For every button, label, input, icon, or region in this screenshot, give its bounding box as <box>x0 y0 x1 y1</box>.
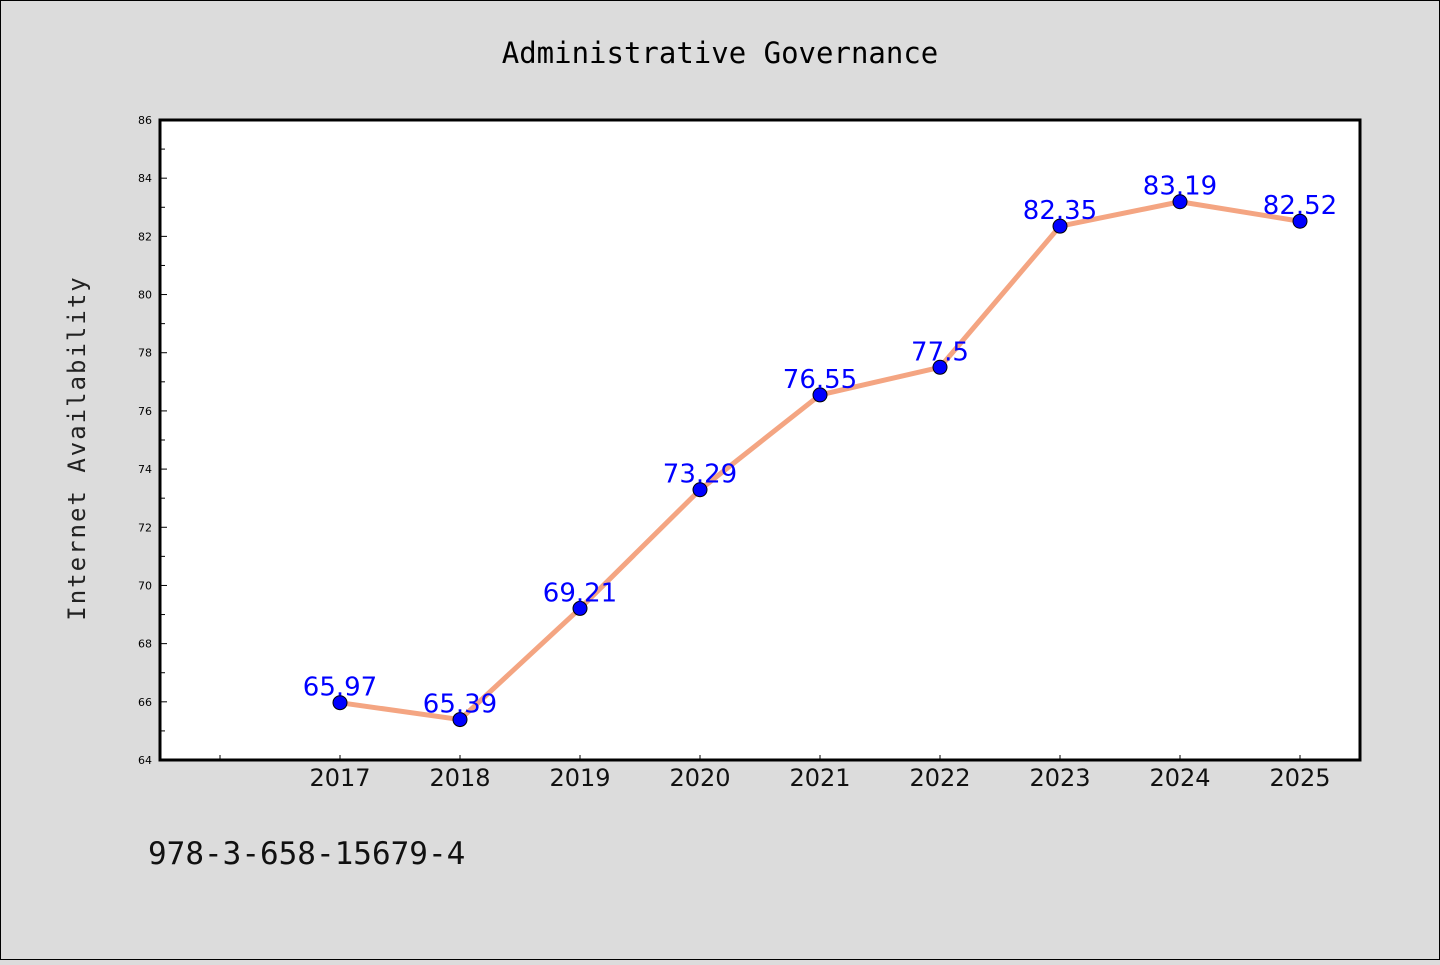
data-point-marker <box>1052 218 1068 234</box>
y-tick-label: 66 <box>138 696 152 709</box>
y-tick-label: 82 <box>138 230 152 243</box>
data-label: 82.52 <box>1263 191 1337 221</box>
data-label: 65.97 <box>303 673 377 703</box>
data-point-marker <box>812 387 828 403</box>
y-axis-ticks: 64 66 68 70 72 74 76 78 80 82 84 86 <box>138 114 167 767</box>
chart-title: Administrative Governance <box>502 36 939 70</box>
y-tick-label: 74 <box>138 463 152 476</box>
x-tick-label: 2019 <box>549 764 610 792</box>
x-tick-label: 2025 <box>1269 764 1330 792</box>
x-tick-label: 2017 <box>309 764 370 792</box>
y-tick-label: 80 <box>138 289 152 302</box>
y-tick-label: 78 <box>138 347 152 360</box>
data-point-marker <box>572 600 588 616</box>
y-axis-label: Internet Availability <box>63 275 91 620</box>
data-point-marker <box>452 712 468 728</box>
data-label: 69.21 <box>543 578 617 608</box>
y-tick-label: 64 <box>138 754 152 767</box>
footer-text: 978-3-658-15679-4 <box>148 836 465 872</box>
data-label: 83.19 <box>1143 172 1217 202</box>
x-tick-label: 2022 <box>909 764 970 792</box>
x-tick-label: 2024 <box>1149 764 1210 792</box>
data-point-marker <box>692 482 708 498</box>
x-tick-label: 2018 <box>429 764 490 792</box>
data-label: 82.35 <box>1023 196 1097 226</box>
data-label: 77.5 <box>911 337 969 367</box>
y-tick-label: 76 <box>138 405 152 418</box>
y-tick-label: 86 <box>138 114 152 127</box>
data-point-marker <box>932 359 948 375</box>
x-axis-ticks: 2017 2018 2019 2020 2021 2022 2023 2024 2025 <box>219 755 1331 792</box>
data-label: 73.29 <box>663 460 737 490</box>
x-tick-label: 2020 <box>669 764 730 792</box>
y-tick-label: 68 <box>138 638 152 651</box>
data-point-marker <box>332 695 348 711</box>
y-tick-label: 70 <box>138 579 152 592</box>
data-labels: 65.97 65.39 69.21 73.29 76.55 77.5 82.35 83.19 8… <box>303 172 1337 720</box>
data-point-marker <box>1172 194 1188 210</box>
y-tick-label: 72 <box>138 521 152 534</box>
data-label: 65.39 <box>423 690 497 720</box>
data-label: 76.55 <box>783 365 857 395</box>
data-markers <box>332 194 1308 728</box>
data-point-marker <box>1292 213 1308 229</box>
x-tick-label: 2021 <box>789 764 850 792</box>
x-tick-label: 2023 <box>1029 764 1090 792</box>
y-tick-label: 84 <box>138 172 152 185</box>
plot-area <box>158 118 1362 762</box>
